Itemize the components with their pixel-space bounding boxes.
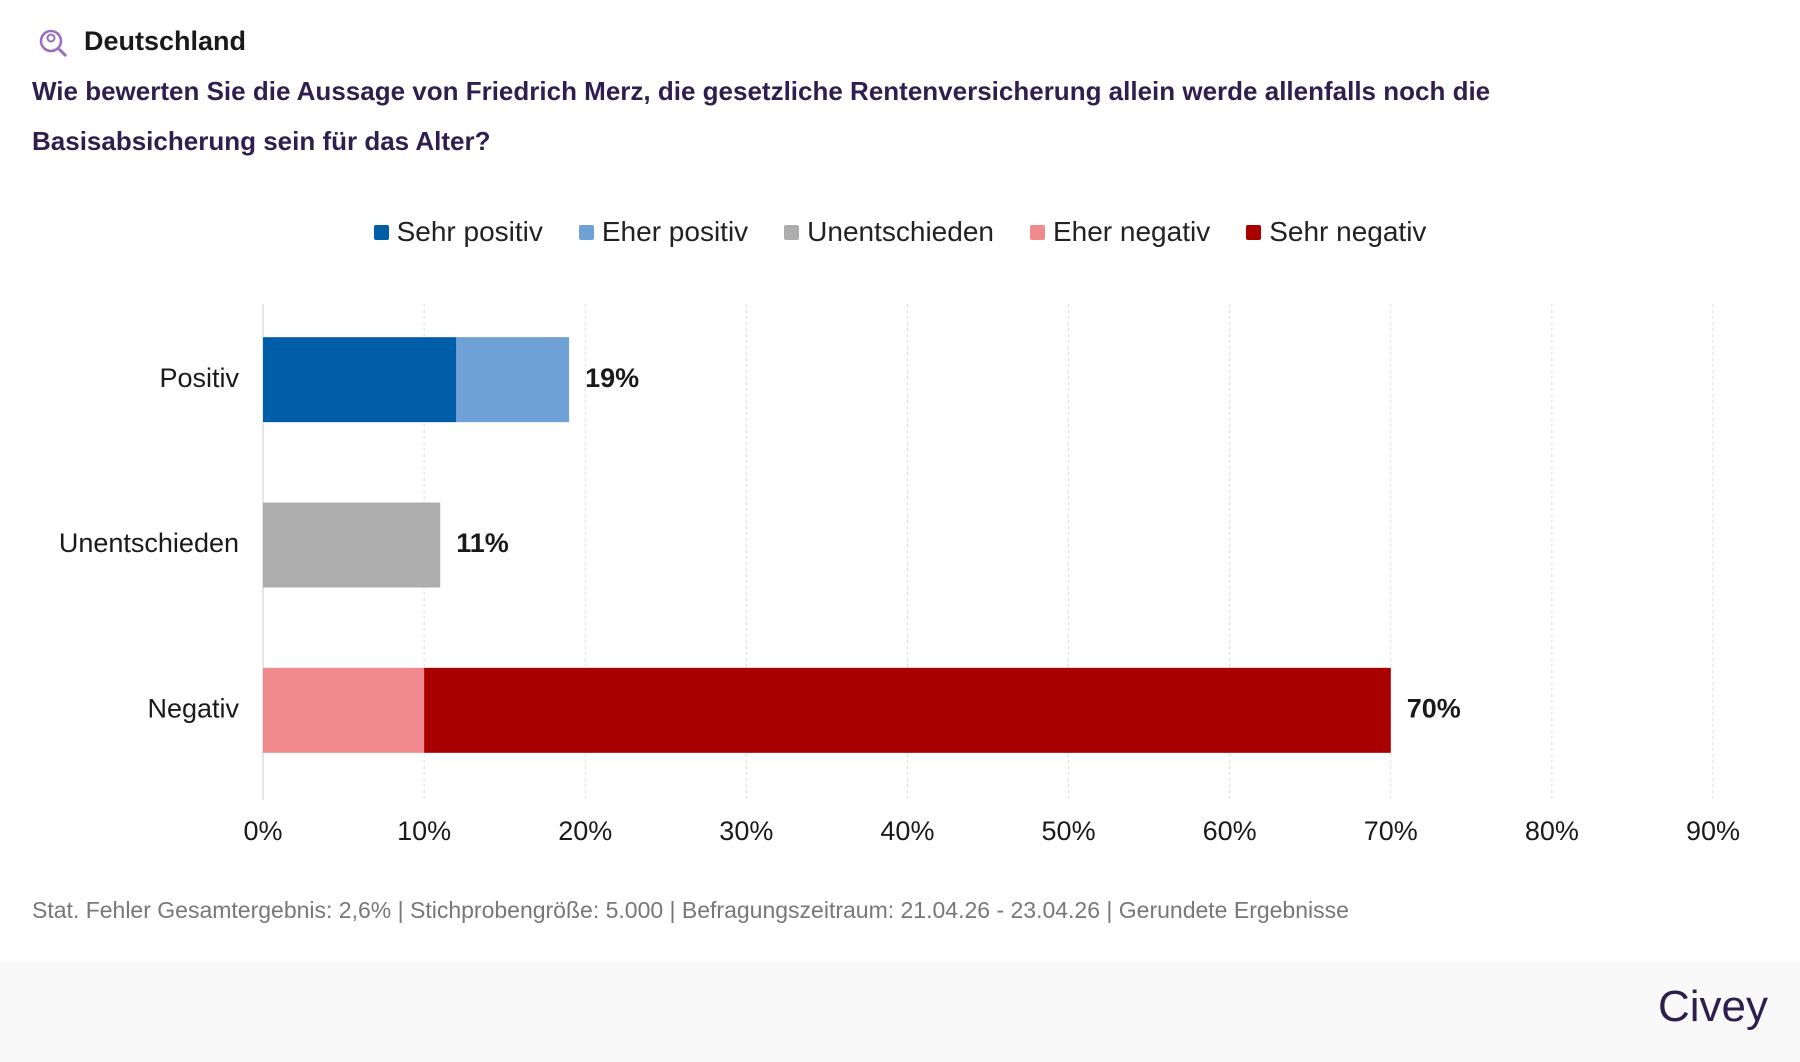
footer-band (0, 962, 1800, 1062)
x-tick-label: 60% (1203, 816, 1257, 846)
legend-label: Eher negativ (1052, 216, 1211, 247)
chart: 0% 10% 20% 30% 40% 50% 60% 70% 80% 90% Positiv 19% U… (59, 304, 1740, 846)
legend-swatch (1246, 224, 1262, 240)
legend-swatch (1029, 224, 1045, 240)
legend-item: Unentschieden (784, 216, 994, 248)
legend-item: Sehr negativ (1246, 216, 1426, 248)
bar-segment (263, 667, 425, 753)
category-label: Negativ (147, 693, 239, 723)
legend-item: Eher positiv (578, 216, 749, 248)
x-tick-label: 40% (880, 816, 934, 846)
bar-segment (424, 667, 1391, 753)
x-tick-label: 90% (1686, 816, 1740, 846)
chart-title: Wie bewerten Sie die Aussage von Friedri… (32, 76, 1491, 156)
footnote: Stat. Fehler Gesamtergebnis: 2,6% | Stic… (32, 897, 1349, 923)
category-label: Unentschieden (59, 528, 239, 558)
x-tick-label: 30% (719, 816, 773, 846)
legend-item: Sehr positiv (373, 216, 543, 248)
x-tick-label: 0% (243, 816, 282, 846)
bar-segment (263, 502, 441, 588)
legend-swatch (578, 224, 594, 240)
x-tick-label: 10% (397, 816, 451, 846)
legend-item: Eher negativ (1029, 216, 1211, 248)
region-icon (39, 29, 68, 58)
legend-label: Eher positiv (601, 216, 749, 247)
legend-label: Unentschieden (807, 216, 994, 247)
legend: Sehr positiv Eher positiv Unentschieden Ehe… (0, 216, 1800, 248)
bar-segment (456, 337, 570, 423)
x-tick-label: 50% (1042, 816, 1096, 846)
category-label: Positiv (159, 363, 239, 393)
brand: Civey (1657, 982, 1768, 1031)
legend-swatch (784, 224, 800, 240)
total-label: 19% (585, 363, 639, 393)
x-tick-label: 80% (1525, 816, 1579, 846)
region: Deutschland (84, 26, 247, 56)
x-tick-label: 20% (558, 816, 612, 846)
legend-swatch (373, 224, 389, 240)
legend-label: Sehr negativ (1269, 216, 1427, 247)
bar-segment (263, 337, 457, 423)
x-tick-label: 70% (1364, 816, 1418, 846)
legend-label: Sehr positiv (396, 216, 543, 247)
total-label: 70% (1407, 693, 1461, 723)
total-label: 11% (456, 528, 509, 558)
